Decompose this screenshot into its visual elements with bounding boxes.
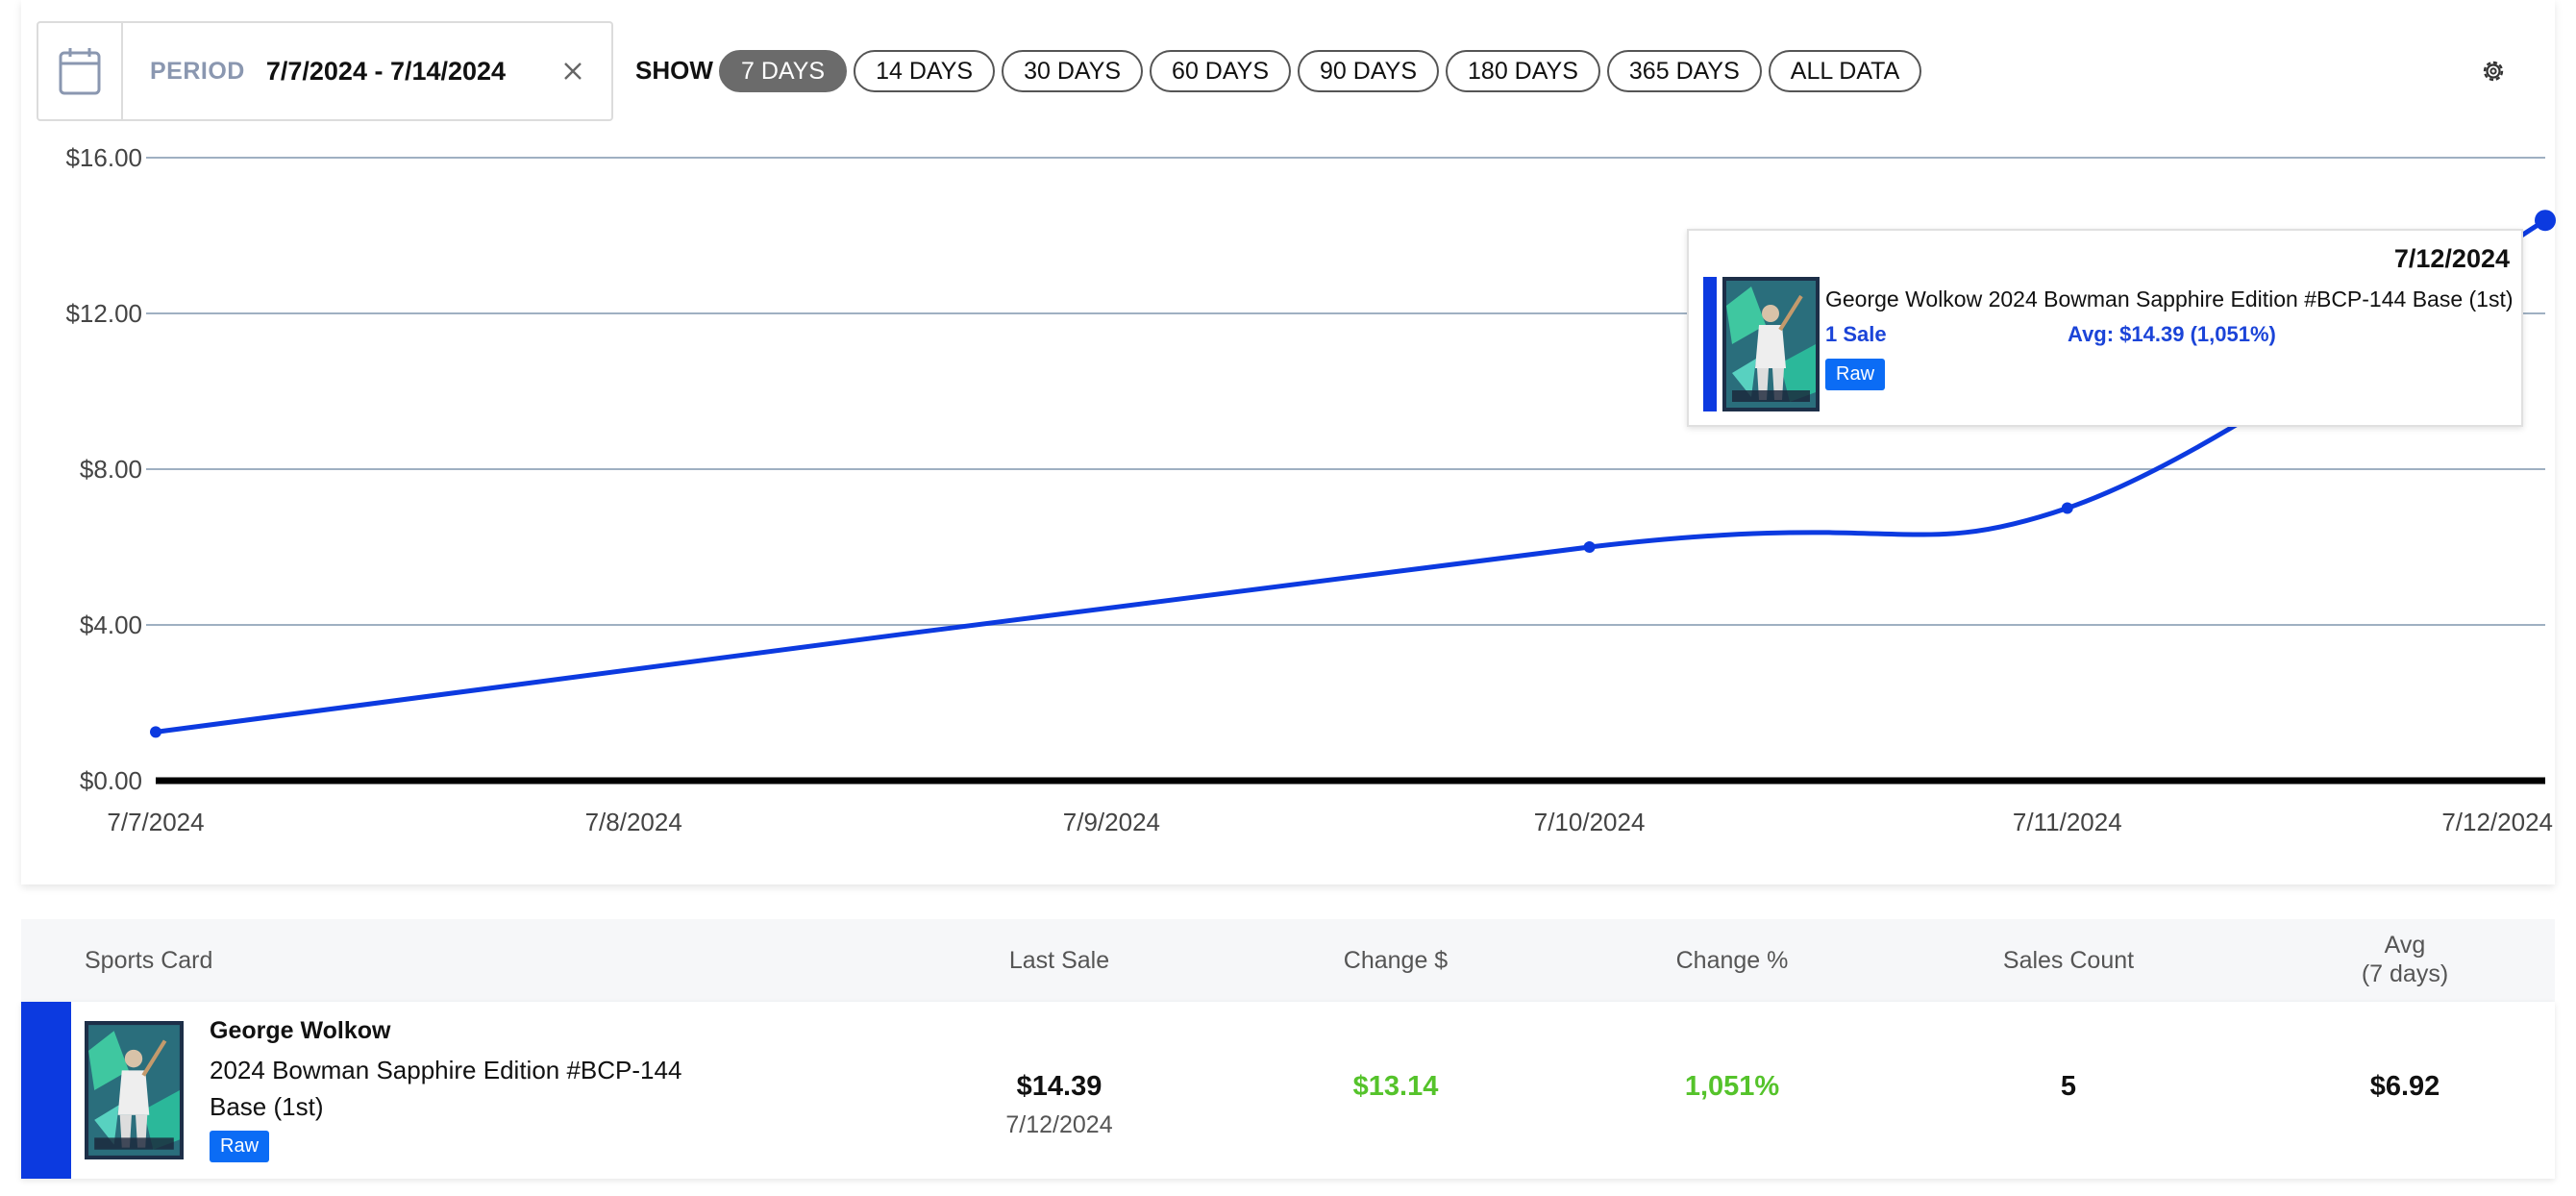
period-value[interactable]: 7/7/2024 - 7/14/2024 [265, 56, 507, 86]
header-avg-line2: (7 days) [2361, 960, 2449, 987]
x-tick-label: 7/11/2024 [2013, 808, 2122, 836]
table-row[interactable]: George Wolkow 2024 Bowman Sapphire Editi… [21, 1002, 2555, 1179]
x-tick-label: 7/12/2024 [2441, 808, 2553, 836]
data-point [1583, 541, 1596, 553]
tooltip-average: Avg: $14.39 (1,051%) [2068, 322, 2276, 346]
data-point [150, 726, 161, 738]
period-picker[interactable]: PERIOD 7/7/2024 - 7/14/2024 [37, 21, 613, 121]
y-tick-label: $0.00 [80, 766, 142, 795]
period-label: PERIOD [150, 57, 245, 85]
price-line-chart: $0.00 $4.00 $8.00 $12.00 $16.00 7/7/2024 7/8/2… [65, 143, 2556, 836]
tooltip-sales-count: 1 Sale [1825, 322, 1887, 346]
header-sports-card[interactable]: Sports Card [85, 947, 213, 974]
y-tick-label: $16.00 [65, 143, 142, 172]
card-name[interactable]: 2024 Bowman Sapphire Edition #BCP-144 Ba… [210, 1056, 682, 1121]
raw-badge: Raw [210, 1131, 270, 1162]
header-change-percent[interactable]: Change % [1675, 947, 1789, 974]
y-tick-label: $8.00 [80, 455, 142, 484]
header-avg-line1: Avg [2384, 932, 2426, 959]
card-thumbnail[interactable] [85, 1021, 184, 1159]
chart-tooltip: 7/12/2024 George Wolkow 2024 Bowman Sapp… [1687, 229, 2523, 427]
range-button-14-days[interactable]: 14 DAYS [854, 50, 996, 92]
x-tick-label: 7/10/2024 [1534, 808, 1646, 836]
player-name[interactable]: George Wolkow [210, 1017, 391, 1044]
range-buttons: 7 DAYS 14 DAYS 30 DAYS 60 DAYS 90 DAYS 180 DA… [719, 50, 1922, 92]
range-button-30-days[interactable]: 30 DAYS [1002, 50, 1144, 92]
x-tick-label: 7/8/2024 [585, 808, 682, 836]
y-tick-label: $4.00 [80, 610, 142, 639]
range-button-60-days[interactable]: 60 DAYS [1150, 50, 1292, 92]
tooltip-accent-bar [1703, 277, 1717, 411]
price-chart-card [21, 0, 2555, 885]
header-change-dollar[interactable]: Change $ [1343, 947, 1449, 974]
change-dollar-value: $13.14 [1352, 1071, 1439, 1102]
active-data-point [2535, 210, 2556, 232]
table-header: Sports Card Last Sale Change $ Change % … [21, 919, 2555, 1002]
change-percent-value: 1,051% [1684, 1071, 1780, 1102]
header-sales-count[interactable]: Sales Count [2002, 947, 2135, 974]
sales-count-value: 5 [2060, 1071, 2077, 1102]
row-accent-bar [21, 1002, 71, 1179]
gear-icon[interactable] [2478, 56, 2509, 87]
range-button-7-days[interactable]: 7 DAYS [719, 50, 848, 92]
raw-badge: Raw [1825, 359, 1886, 390]
range-button-90-days[interactable]: 90 DAYS [1298, 50, 1440, 92]
data-point [2061, 502, 2073, 514]
range-button-all-data[interactable]: ALL DATA [1768, 50, 1922, 92]
show-label: SHOW [635, 56, 713, 85]
tooltip-card-title: George Wolkow 2024 Bowman Sapphire Editi… [1825, 287, 2514, 311]
y-tick-label: $12.00 [65, 299, 142, 328]
x-tick-label: 7/7/2024 [107, 808, 204, 836]
last-sale-value: $14.39 [1016, 1071, 1102, 1102]
calendar-icon[interactable] [38, 23, 123, 119]
card-thumbnail [1722, 277, 1820, 411]
avg-value: $6.92 [2369, 1071, 2440, 1102]
range-button-180-days[interactable]: 180 DAYS [1446, 50, 1600, 92]
clear-period-icon[interactable] [556, 54, 590, 88]
last-sale-date: 7/12/2024 [1005, 1111, 1113, 1138]
header-avg[interactable]: Avg (7 days) [2290, 931, 2520, 988]
x-tick-label: 7/9/2024 [1063, 808, 1160, 836]
tooltip-date: 7/12/2024 [2393, 244, 2510, 273]
range-button-365-days[interactable]: 365 DAYS [1606, 50, 1762, 92]
header-last-sale[interactable]: Last Sale [1008, 947, 1110, 974]
